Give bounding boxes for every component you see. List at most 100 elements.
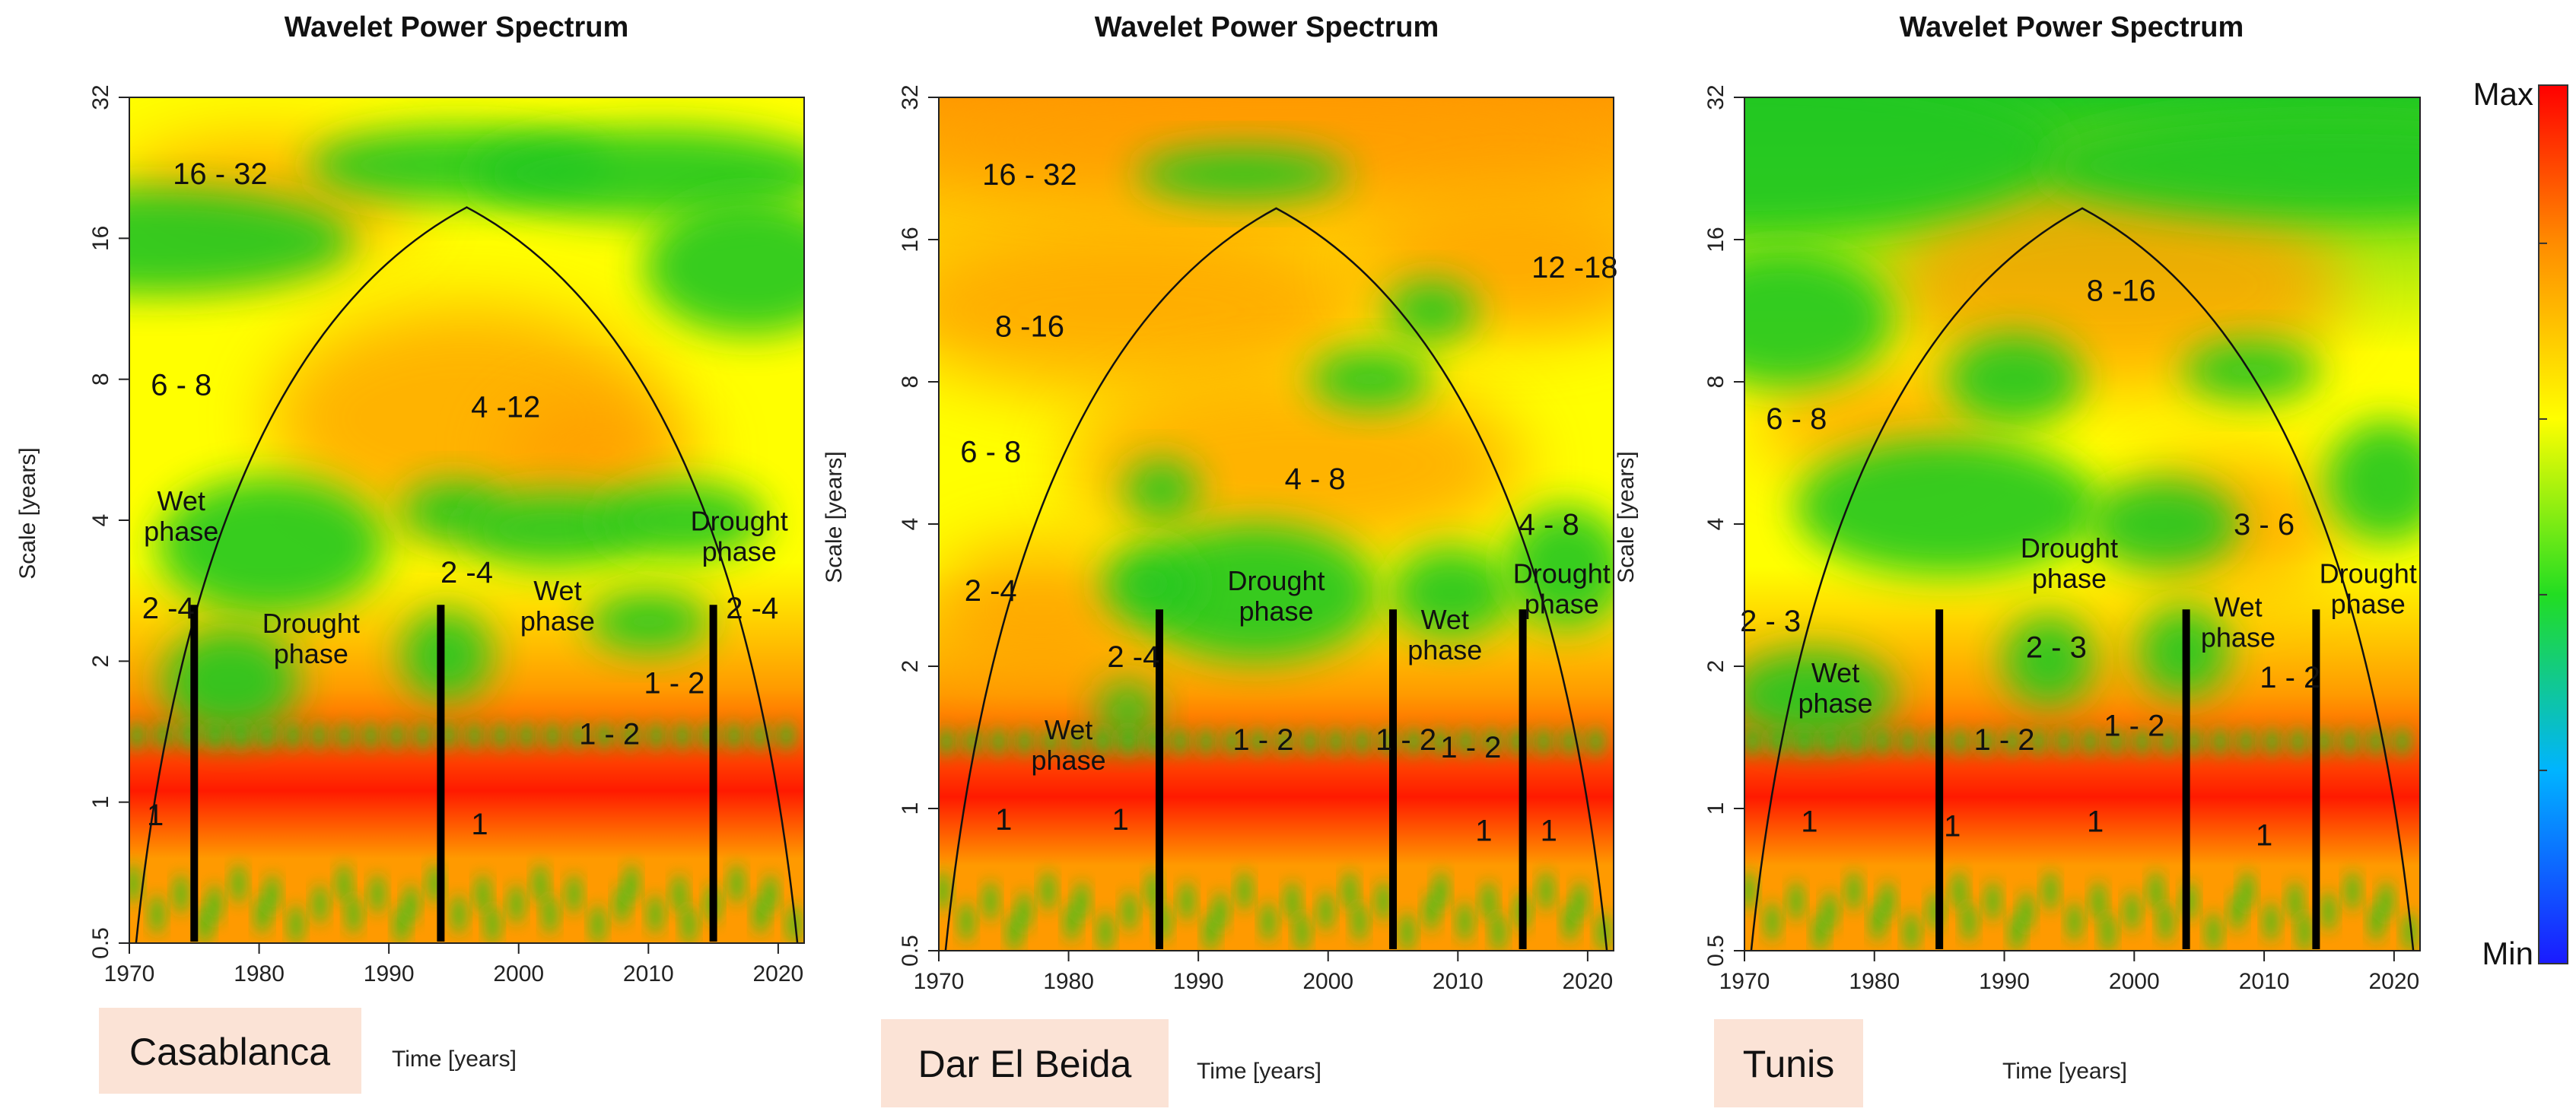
y-tick-label: 32 — [898, 84, 923, 110]
phase-annotation: Wet phase — [520, 575, 595, 637]
period-annotation: 1 — [471, 808, 488, 841]
period-annotation: 1 - 2 — [1375, 723, 1436, 757]
period-annotation: 2 -4 — [1107, 640, 1159, 674]
period-annotation: 6 - 8 — [151, 368, 211, 402]
phase-annotation-line: Drought — [2320, 558, 2417, 589]
y-axis-label: Scale [years] — [1614, 451, 1639, 583]
short-period-texture — [730, 864, 744, 904]
short-period-texture — [1769, 728, 1788, 756]
short-period-texture — [777, 722, 796, 750]
short-period-texture — [1067, 728, 1086, 756]
short-period-texture — [1400, 912, 1414, 951]
short-period-texture — [1352, 901, 1366, 942]
phase-annotation-line: Wet — [157, 485, 205, 516]
short-period-texture — [2158, 728, 2177, 756]
period-annotation: 1 — [1475, 814, 1492, 847]
y-tick-label: 0.5 — [88, 927, 113, 959]
y-tick-label: 1 — [898, 802, 923, 815]
phase-annotation-line: phase — [1239, 596, 1313, 627]
y-axis-label: Scale [years] — [15, 447, 40, 579]
short-period-texture — [404, 884, 418, 924]
short-period-texture — [2002, 728, 2021, 756]
short-period-texture — [1795, 728, 1814, 756]
short-period-texture — [569, 722, 588, 750]
x-axis-label: Time [years] — [1197, 1059, 1321, 1084]
phase-annotation-line: phase — [1798, 688, 1872, 719]
period-annotation: 6 - 8 — [1766, 402, 1827, 436]
short-period-texture — [1285, 881, 1299, 921]
short-period-texture — [2264, 901, 2279, 942]
wavelet-panel-casablanca: Wavelet Power Spectrum 16 - 32 6 - 8 4 -12… — [15, 11, 805, 1094]
short-period-texture — [361, 722, 380, 750]
short-period-texture — [621, 722, 640, 750]
short-period-texture — [2091, 881, 2106, 921]
short-period-texture — [1481, 881, 1496, 921]
period-annotation: 1 — [2087, 805, 2104, 839]
short-period-texture — [257, 722, 276, 750]
short-period-texture — [517, 722, 536, 750]
power-field — [939, 97, 1614, 951]
short-period-texture — [1237, 871, 1251, 911]
y-axis-label: Scale [years] — [822, 451, 847, 583]
low-power-region — [1744, 649, 1896, 741]
short-period-texture — [1951, 728, 1970, 756]
short-period-texture — [2393, 728, 2412, 756]
short-period-texture — [624, 864, 638, 904]
y-tick-label: 32 — [88, 84, 113, 110]
period-annotation: 2 -4 — [965, 574, 1017, 608]
low-power-region — [1309, 348, 1432, 410]
short-period-texture — [1223, 728, 1242, 756]
phase-annotation-line: Drought — [1227, 565, 1325, 596]
x-tick-label: 1990 — [1979, 969, 2030, 994]
short-period-texture — [590, 904, 605, 943]
x-tick-label: 1970 — [914, 969, 965, 994]
y-tick-label: 2 — [1703, 660, 1728, 673]
short-period-texture — [129, 722, 147, 750]
short-period-texture — [543, 722, 562, 750]
short-period-texture — [2369, 901, 2384, 942]
x-tick-label: 2020 — [2368, 969, 2419, 994]
period-annotation: 1 - 2 — [1440, 731, 1501, 764]
short-period-texture — [1846, 871, 1861, 911]
short-period-texture — [1343, 871, 1357, 911]
short-period-texture — [989, 728, 1008, 756]
short-period-texture — [1789, 881, 1803, 921]
short-period-texture — [2345, 871, 2360, 911]
colorbar-max-label: Max — [2473, 76, 2533, 112]
x-tick-label: 1970 — [104, 961, 155, 986]
x-tick-label: 2020 — [753, 961, 804, 986]
x-tick-label: 2000 — [493, 961, 544, 986]
x-tick-label: 1970 — [1719, 969, 1770, 994]
short-period-texture — [542, 894, 557, 935]
short-period-texture — [1534, 728, 1553, 756]
short-period-texture — [1326, 728, 1345, 756]
short-period-texture — [1099, 912, 1113, 951]
phase-annotation-line: Wet — [2214, 591, 2262, 622]
low-power-region — [2325, 420, 2420, 542]
short-period-texture — [1586, 728, 1605, 756]
short-period-texture — [595, 722, 614, 750]
short-period-texture — [787, 904, 801, 943]
low-power-region — [599, 482, 767, 558]
short-period-texture — [231, 722, 250, 750]
short-period-texture — [2288, 728, 2307, 756]
phase-annotation-line: Drought — [691, 506, 788, 537]
short-period-texture — [2107, 728, 2126, 756]
short-period-texture — [2288, 881, 2302, 921]
period-annotation: 16 - 32 — [173, 157, 268, 191]
short-period-texture — [1424, 891, 1439, 932]
short-period-texture — [2263, 728, 2282, 756]
phase-annotation-line: Wet — [1421, 604, 1469, 635]
short-period-texture — [1204, 912, 1218, 951]
phase-annotation: Wet phase — [144, 485, 218, 547]
short-period-texture — [1873, 728, 1892, 756]
period-annotation: 2 - 3 — [2026, 631, 2087, 664]
period-annotation: 6 - 8 — [960, 435, 1021, 469]
short-period-texture — [1871, 901, 1885, 942]
colorbar: Max Min — [2473, 76, 2568, 971]
short-period-texture — [1880, 881, 1894, 921]
panel-title: Wavelet Power Spectrum — [1900, 11, 2244, 43]
period-annotation: 4 - 8 — [1519, 508, 1579, 542]
short-period-texture — [2379, 881, 2393, 921]
phase-annotation-line: phase — [1525, 589, 1599, 620]
